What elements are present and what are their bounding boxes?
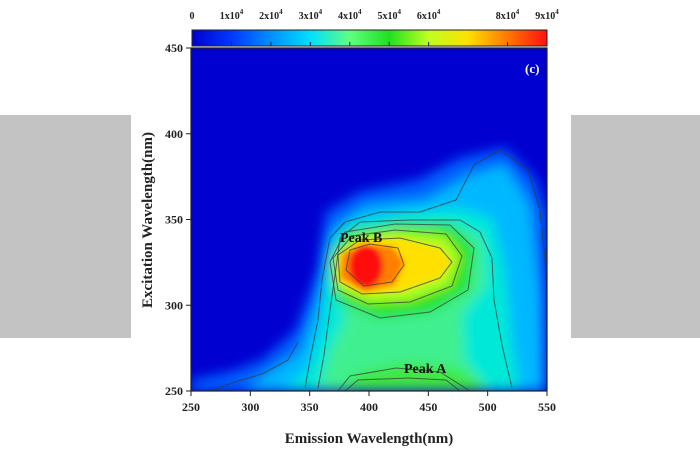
colorbar-tick-label: 5x104 [377,8,401,22]
y-axis-ticks: 250 300 350 400 450 [165,41,191,398]
contour-line [344,377,461,391]
contour-line [332,229,463,305]
contour-lines [209,149,547,391]
x-tick-label: 350 [301,400,319,414]
left-gray-bar [0,115,131,338]
colorbar: 0 1x104 2x104 3x104 4x104 5x104 6x104 8x104 9x10… [190,8,559,47]
contour-line [337,367,471,391]
contour-line [345,243,405,287]
colorbar-tick-label: 1x104 [220,8,244,22]
heatmap-area: Peak B Peak A (c) [191,48,547,391]
panel-label: (c) [525,61,539,76]
contour-line [209,341,299,391]
y-tick-label: 400 [165,127,183,141]
contour-line [304,149,547,389]
x-tick-label: 400 [360,400,378,414]
colorbar-tick-label: 4x104 [338,8,362,22]
x-tick-label: 550 [538,400,556,414]
x-tick-label: 500 [479,400,497,414]
peak-b-label: Peak B [340,231,382,246]
colorbar-tick-label: 2x104 [259,8,283,22]
colorbar-tick-label: 8x104 [496,8,520,22]
right-gray-bar [571,115,700,338]
contour-line [337,237,453,295]
x-tick-label: 300 [241,400,259,414]
colorbar-tick-label: 0 [190,11,195,22]
x-tick-label: 450 [419,400,437,414]
colorbar-tick-label: 3x104 [299,8,323,22]
colorbar-gradient [191,29,548,47]
y-tick-label: 250 [165,384,183,398]
peak-core [338,238,452,294]
y-tick-label: 350 [165,213,183,227]
colorbar-tick-label: 9x104 [535,8,559,22]
y-tick-label: 450 [165,41,183,55]
contour-line [317,219,513,389]
peak-a-label: Peak A [404,362,447,377]
colorbar-ticks: 0 1x104 2x104 3x104 4x104 5x104 6x104 8x104 9x10… [190,8,559,46]
x-axis-label: Emission Wavelength(nm) [285,431,454,447]
x-axis-ticks: 250 300 350 400 450 500 550 [182,391,556,414]
x-tick-label: 250 [182,400,200,414]
y-tick-label: 300 [165,298,183,312]
y-axis-label: Excitation Wavelength(nm) [140,132,156,308]
contour-line [329,223,475,319]
colorbar-tick-label: 6x104 [417,8,441,22]
